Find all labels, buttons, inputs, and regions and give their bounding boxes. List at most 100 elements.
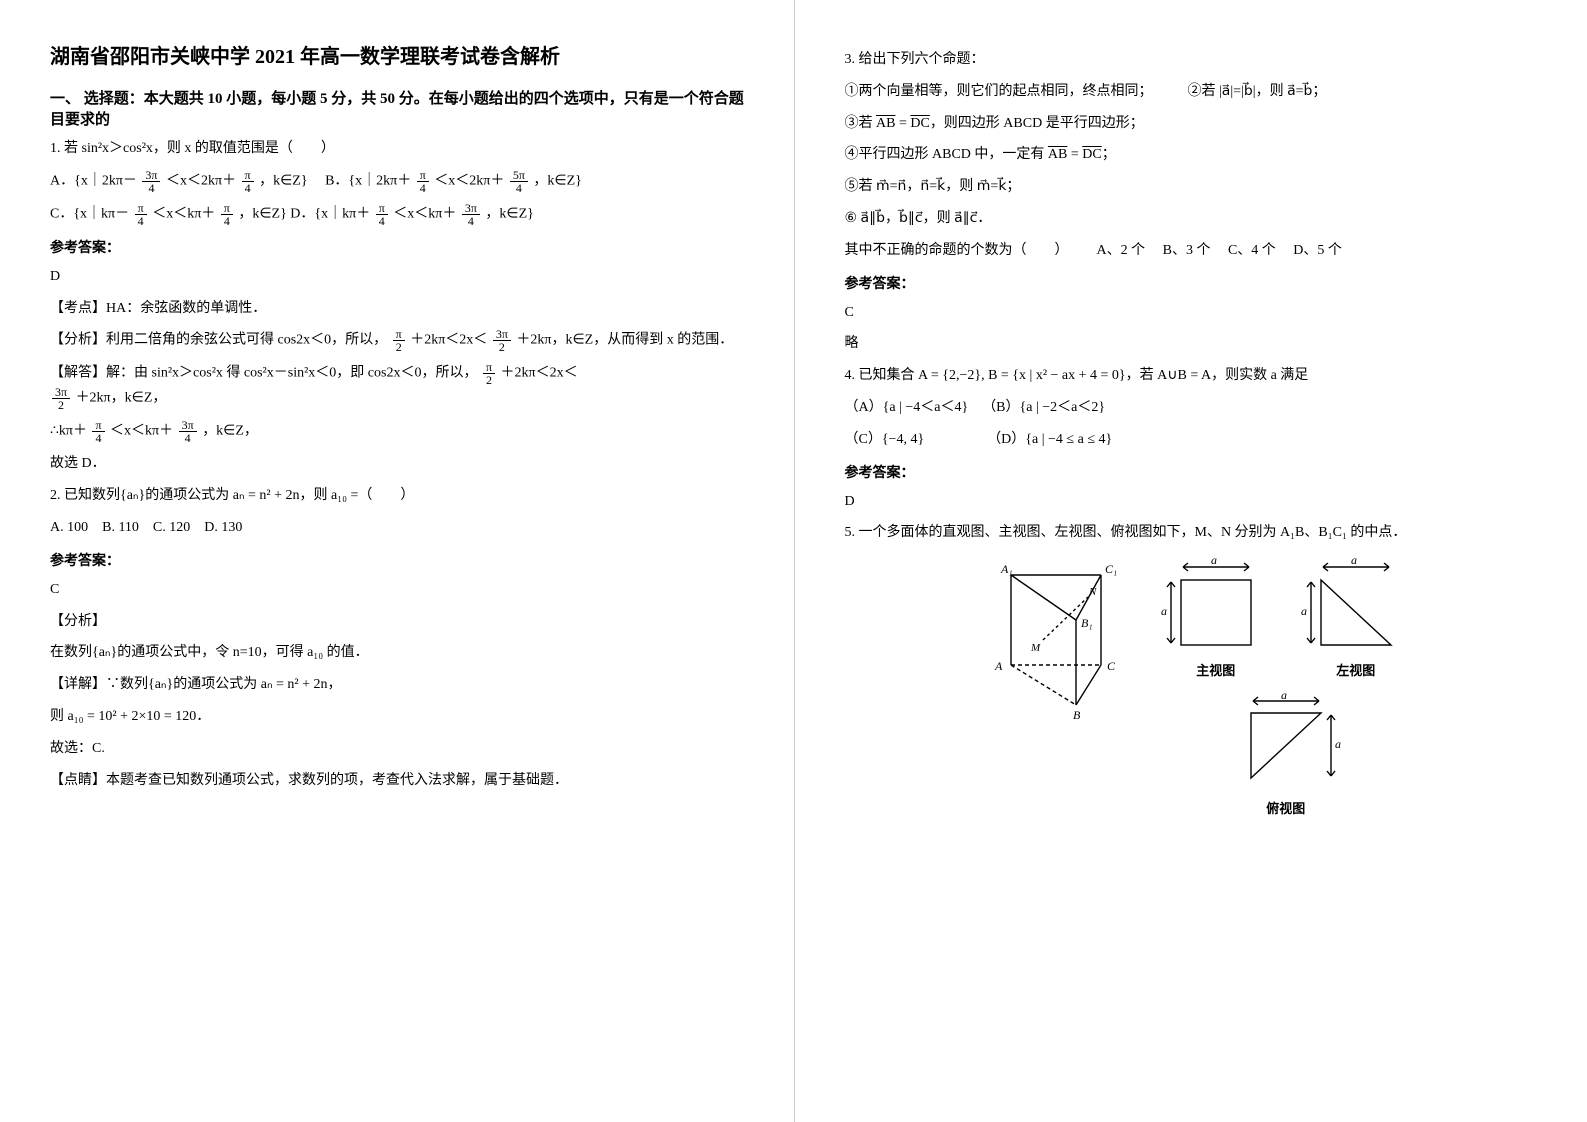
label-m: M (1030, 642, 1041, 654)
q3-line12: ①两个向量相等，则它们的起点相同，终点相同； ②若 |a⃗|=|b⃗|，则 a⃗… (845, 80, 1548, 104)
main-view-svg: a a (1161, 555, 1271, 650)
q1-d-mid: ＜x＜kπ＋ (393, 207, 456, 222)
q4-stem: 4. 已知集合 A = {2,−2}, B = {x | x² − ax + 4… (845, 364, 1548, 388)
left-a-left: a (1301, 604, 1307, 618)
frac-pi-4-c2: π4 (221, 202, 233, 227)
top-a-top: a (1281, 693, 1287, 702)
q1-a-pre: A．{x｜2kπ－ (50, 174, 137, 189)
diagram-row: A₁ C₁ B₁ A C B N M (845, 555, 1548, 817)
q4-opt-a: （A）{a | −4＜a＜4} (845, 400, 969, 415)
q2-ana-label: 【分析】 (50, 610, 754, 634)
q2-options: A. 100 B. 110 C. 120 D. 130 (50, 516, 754, 540)
q1-ana-post: ＋2kπ，k∈Z，从而得到 x 的范围． (516, 333, 733, 348)
views-block: a a 主视图 (1161, 555, 1411, 817)
q1-sol-post1: ＋2kπ，k∈Z， (76, 391, 167, 406)
q1-b-mid: ＜x＜2kπ＋ (434, 174, 504, 189)
q1-b-post: ，k∈Z} (533, 174, 581, 189)
q1-ana-mid: ＋2kπ＜2x＜ (410, 333, 487, 348)
frac-pi-2-a: π2 (393, 328, 405, 353)
q2-stem: 2. 已知数列{aₙ}的通项公式为 aₙ = n² + 2n，则 a₁₀ =（ … (50, 484, 754, 508)
q4-answer-label: 参考答案： (845, 462, 1548, 482)
main-a-left: a (1161, 604, 1167, 618)
q1-sol2-mid: ＜x＜kπ＋ (110, 424, 173, 439)
frac-3pi-4-d: 3π4 (462, 202, 480, 227)
q3-answer-label: 参考答案： (845, 273, 1548, 293)
top-view-caption: 俯视图 (1266, 798, 1305, 817)
q3-s3: ③若 AB = DC，则四边形 ABCD 是平行四边形； (845, 112, 1548, 136)
q3-s5: ⑤若 m⃗=n⃗，n⃗=k⃗，则 m⃗=k⃗； (845, 175, 1548, 199)
left-view-caption: 左视图 (1336, 660, 1375, 679)
q3-brief: 略 (845, 332, 1548, 356)
q1-stem: 1. 若 sin²x＞cos²x，则 x 的取值范围是（ ） (50, 137, 754, 161)
q4-opt-b: （B）{a | −2＜a＜2} (982, 400, 1105, 415)
q3-answer: C (845, 301, 1548, 325)
left-column: 湖南省邵阳市关峡中学 2021 年高一数学理联考试卷含解析 一、 选择题：本大题… (0, 0, 794, 1122)
q3-s2: ②若 |a⃗|=|b⃗|，则 a⃗=b⃗； (1188, 84, 1327, 99)
page-title: 湖南省邵阳市关峡中学 2021 年高一数学理联考试卷含解析 (50, 40, 754, 69)
main-view-caption: 主视图 (1196, 660, 1235, 679)
left-a-top: a (1351, 555, 1357, 567)
label-n: N (1088, 586, 1097, 598)
q3-s4: ④平行四边形 ABCD 中，一定有 AB = DC； (845, 143, 1548, 167)
main-view-block: a a 主视图 (1161, 555, 1271, 679)
q1-sol2-post: ，k∈Z， (202, 424, 258, 439)
q4-opt-c: （C）{−4, 4} (845, 432, 925, 447)
left-view-block: a a 左视图 (1301, 555, 1411, 679)
frac-pi-4-s2: π4 (92, 419, 104, 444)
frac-3pi-2-s: 3π2 (52, 386, 70, 411)
label-c1: C₁ (1105, 562, 1117, 576)
q1-ana-pre: 【分析】利用二倍角的余弦公式可得 cos2x＜0，所以， (50, 333, 387, 348)
q1-c-mid: ＜x＜kπ＋ (152, 207, 215, 222)
q2-analysis: 在数列{aₙ}的通项公式中，令 n=10，可得 a₁₀ 的值． (50, 641, 754, 665)
q2-detail2: 则 a₁₀ = 10² + 2×10 = 120． (50, 705, 754, 729)
q1-kaodian: 【考点】HA：余弦函数的单调性． (50, 297, 754, 321)
frac-pi-4: π4 (242, 169, 254, 194)
q1-sol-end: 故选 D． (50, 452, 754, 476)
q1-answer-label: 参考答案： (50, 237, 754, 257)
main-a-top: a (1211, 555, 1217, 567)
label-b1: B₁ (1081, 616, 1093, 630)
q3-ask-row: 其中不正确的命题的个数为（ ） A、2 个 B、3 个 C、4 个 D、5 个 (845, 239, 1548, 263)
frac-pi-4-c: π4 (135, 202, 147, 227)
right-column: 3. 给出下列六个命题： ①两个向量相等，则它们的起点相同，终点相同； ②若 |… (794, 0, 1587, 1122)
q2-detail1: 【详解】∵数列{aₙ}的通项公式为 aₙ = n² + 2n， (50, 673, 754, 697)
q3-options: A、2 个 B、3 个 C、4 个 D、5 个 (1097, 243, 1342, 258)
q4-opts-cd: （C）{−4, 4} （D）{a | −4 ≤ a ≤ 4} (845, 428, 1548, 452)
frac-5pi-4: 5π4 (510, 169, 528, 194)
q2-detail3: 故选：C. (50, 737, 754, 761)
q1-a-mid: ＜x＜2kπ＋ (166, 174, 236, 189)
q1-sol-mid: ＋2kπ＜2x＜ (501, 366, 578, 381)
q1-line-ab: A．{x｜2kπ－ 3π4 ＜x＜2kπ＋ π4 ，k∈Z} B．{x｜2kπ＋… (50, 169, 754, 194)
frac-pi-4-b: π4 (417, 169, 429, 194)
label-a1: A₁ (1000, 562, 1013, 576)
frac-3pi-2-a: 3π2 (493, 328, 511, 353)
q5-stem: 5. 一个多面体的直观图、主视图、左视图、俯视图如下，M、N 分别为 A₁B、B… (845, 521, 1548, 545)
q1-d-post: ，k∈Z} (485, 207, 533, 222)
q4-opts-ab: （A）{a | −4＜a＜4} （B）{a | −2＜a＜2} (845, 396, 1548, 420)
q1-answer: D (50, 265, 754, 289)
frac-3pi-4: 3π4 (142, 169, 160, 194)
label-b: B (1073, 708, 1081, 722)
q2-answer-label: 参考答案： (50, 550, 754, 570)
top-view-block: a a 俯视图 (1231, 693, 1341, 817)
q3-s1: ①两个向量相等，则它们的起点相同，终点相同； (845, 84, 1153, 99)
q1-sol2-pre: ∴kπ＋ (50, 424, 87, 439)
perspective-block: A₁ C₁ B₁ A C B N M (981, 555, 1131, 817)
top-view-svg: a a (1231, 693, 1341, 788)
frac-3pi-4-s2: 3π4 (179, 419, 197, 444)
q3-ask: 其中不正确的命题的个数为（ ） (845, 243, 1069, 258)
q1-line-cd: C．{x｜kπ－ π4 ＜x＜kπ＋ π4 ，k∈Z} D．{x｜kπ＋ π4 … (50, 202, 754, 227)
frac-pi-2-s: π2 (483, 361, 495, 386)
q1-solution2: ∴kπ＋ π4 ＜x＜kπ＋ 3π4 ，k∈Z， (50, 419, 754, 444)
q1-sol-pre: 【解答】解：由 sin²x＞cos²x 得 cos²x－sin²x＜0，即 co… (50, 366, 477, 381)
label-c: C (1107, 659, 1116, 673)
left-view-svg: a a (1301, 555, 1411, 650)
q4-opt-d: （D）{a | −4 ≤ a ≤ 4} (987, 432, 1112, 447)
q2-point: 【点睛】本题考查已知数列通项公式，求数列的项，考查代入法求解，属于基础题． (50, 769, 754, 793)
q4-answer: D (845, 490, 1548, 514)
q3-s6: ⑥ a⃗∥b⃗，b⃗∥c⃗，则 a⃗∥c⃗． (845, 207, 1548, 231)
q1-analysis: 【分析】利用二倍角的余弦公式可得 cos2x＜0，所以， π2 ＋2kπ＜2x＜… (50, 328, 754, 353)
label-a: A (994, 659, 1003, 673)
perspective-svg: A₁ C₁ B₁ A C B N M (981, 555, 1131, 725)
q1-c-pre: C．{x｜kπ－ (50, 207, 129, 222)
